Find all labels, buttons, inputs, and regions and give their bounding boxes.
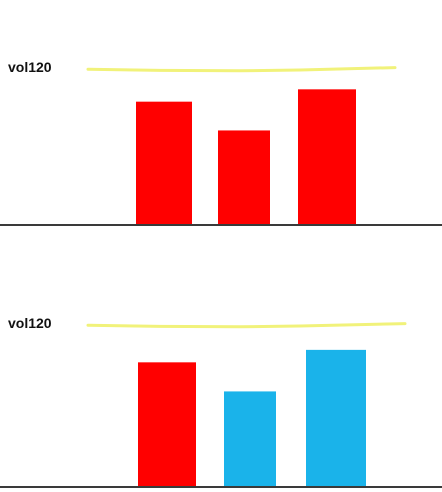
bar-1-3	[298, 89, 356, 225]
bar-1-1	[136, 101, 192, 225]
panel-label: vol120	[8, 59, 52, 75]
bar-2-2	[224, 391, 276, 487]
chart-panel-2: vol120	[0, 315, 442, 488]
vol120-line	[86, 66, 397, 73]
bar-2-1	[138, 362, 196, 487]
panel-label: vol120	[8, 315, 52, 331]
bar-1-2	[218, 130, 270, 225]
chart-panel-1: vol120	[0, 59, 442, 226]
vol120-line	[86, 322, 407, 329]
bar-2-3	[306, 349, 366, 487]
